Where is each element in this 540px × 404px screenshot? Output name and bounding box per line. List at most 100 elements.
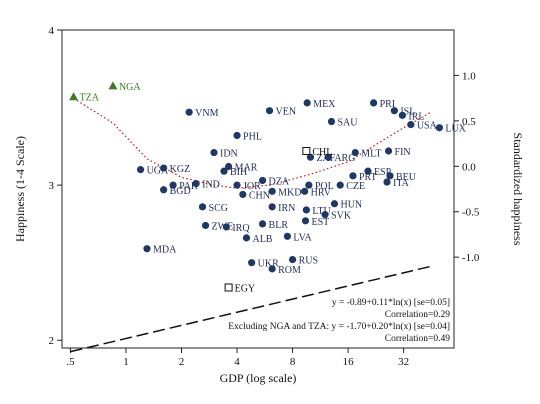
y2-tick-label: 0.5 <box>462 116 476 128</box>
fit-line <box>70 265 432 353</box>
point-zwe <box>201 221 210 230</box>
point-label-dza: DZA <box>269 176 290 187</box>
point-irq <box>222 223 230 231</box>
point-label-arg: ARG <box>334 153 355 164</box>
point-usa <box>407 121 415 129</box>
point-label-mar: MAR <box>235 163 258 174</box>
point-tza <box>69 92 79 101</box>
point-beu <box>386 172 394 180</box>
point-svk <box>321 210 329 219</box>
point-ind <box>192 179 200 188</box>
point-rom <box>268 265 276 273</box>
point-mar <box>224 162 233 171</box>
point-label-egy: EGY <box>235 284 256 295</box>
point-blr <box>258 220 267 228</box>
y-tick-label: 2 <box>49 335 55 347</box>
point-label-est: EST <box>311 217 329 228</box>
point-label-nga: NGA <box>119 82 141 93</box>
point-rus <box>288 255 297 264</box>
point-vnm <box>185 108 193 116</box>
point-irn <box>268 203 276 211</box>
point-label-bgd: BGD <box>170 186 191 197</box>
point-label-hrv: HRV <box>311 187 332 198</box>
point-lva <box>283 232 292 240</box>
point-label-esp: ESP <box>374 167 392 178</box>
point-label-ltu: LTU <box>312 206 331 217</box>
x-tick-label: 32 <box>398 356 409 368</box>
point-label-alb: ALB <box>252 234 272 245</box>
y-tick-label: 4 <box>49 25 55 37</box>
y2-tick-label: -0.5 <box>462 207 480 219</box>
x-axis-label: GDP (log scale) <box>220 371 297 385</box>
point-uga <box>136 166 145 174</box>
x-tick-label: 16 <box>343 356 355 368</box>
point-label-irn: IRN <box>278 203 295 214</box>
annotation-4: Correlation=0.49 <box>385 334 450 344</box>
y-axis-label: Happiness (1-4 Scale) <box>13 136 27 242</box>
point-mlt <box>351 148 359 157</box>
point-irl <box>398 111 406 119</box>
point-dza <box>258 176 267 185</box>
x-tick-label: 8 <box>290 356 296 368</box>
point-label-bih: BIH <box>230 167 247 178</box>
point-label-ven: VEN <box>276 107 297 118</box>
point-label-lux: LUX <box>445 124 466 135</box>
point-sau <box>327 117 336 126</box>
point-label-vnm: VNM <box>195 108 218 119</box>
point-mkd <box>268 187 276 195</box>
point-zaf <box>306 153 315 161</box>
point-label-lva: LVA <box>293 232 312 243</box>
point-egy <box>224 283 233 292</box>
point-label-blr: BLR <box>269 220 289 231</box>
point-pol <box>305 181 313 189</box>
point-lux <box>435 124 443 132</box>
point-mex <box>303 99 311 107</box>
point-label-ukr: UKR <box>258 259 279 270</box>
point-ukr <box>248 259 256 267</box>
point-label-prt: PRT <box>359 172 377 183</box>
point-label-rom: ROM <box>278 265 301 276</box>
point-label-rus: RUS <box>299 256 318 267</box>
point-label-beu: BEU <box>396 172 417 183</box>
point-label-mex: MEX <box>313 99 336 110</box>
point-label-tza: TZA <box>80 93 100 104</box>
point-kgz <box>160 164 168 172</box>
y2-tick-label: 1.0 <box>462 70 476 82</box>
x-tick-label: 1 <box>123 356 129 368</box>
point-label-jor: JOR <box>243 181 261 192</box>
point-chl <box>302 146 311 155</box>
point-isl <box>390 107 398 115</box>
point-label-zwe: ZWE <box>212 221 234 232</box>
point-label-chl: CHL <box>312 147 332 158</box>
annotation-3: Excluding NGA and TZA: y = -1.70+0.20*ln… <box>228 321 450 332</box>
plot-area <box>61 29 455 349</box>
point-label-idn: IDN <box>220 149 238 160</box>
point-label-sau: SAU <box>337 118 358 129</box>
point-nga <box>108 81 118 90</box>
point-pak <box>169 181 177 189</box>
point-label-kgz: KGZ <box>170 164 191 175</box>
point-label-irq: IRQ <box>232 223 250 234</box>
point-label-svk: SVK <box>331 211 352 222</box>
point-scg <box>198 203 207 211</box>
y2-tick-label: -1.0 <box>462 252 480 264</box>
point-ven <box>265 107 274 115</box>
y2-tick-label: 0.0 <box>462 161 476 173</box>
point-est <box>301 217 310 225</box>
point-prt <box>349 172 357 180</box>
y2-axis-label: Standardized happiness <box>511 133 525 246</box>
annotation-2: Correlation=0.29 <box>385 310 450 320</box>
point-esp <box>364 167 372 175</box>
point-phl <box>233 131 241 140</box>
point-label-isl: ISL <box>400 107 415 118</box>
x-tick-label: 2 <box>179 356 185 368</box>
point-label-fin: FIN <box>395 147 411 158</box>
y-tick-label: 3 <box>49 180 55 192</box>
point-label-chn: CHN <box>249 190 270 201</box>
point-arg <box>324 153 332 161</box>
point-label-phl: PHL <box>243 131 262 142</box>
point-label-uga: UGA <box>147 166 169 177</box>
point-mda <box>143 245 151 253</box>
point-jor <box>233 181 241 189</box>
